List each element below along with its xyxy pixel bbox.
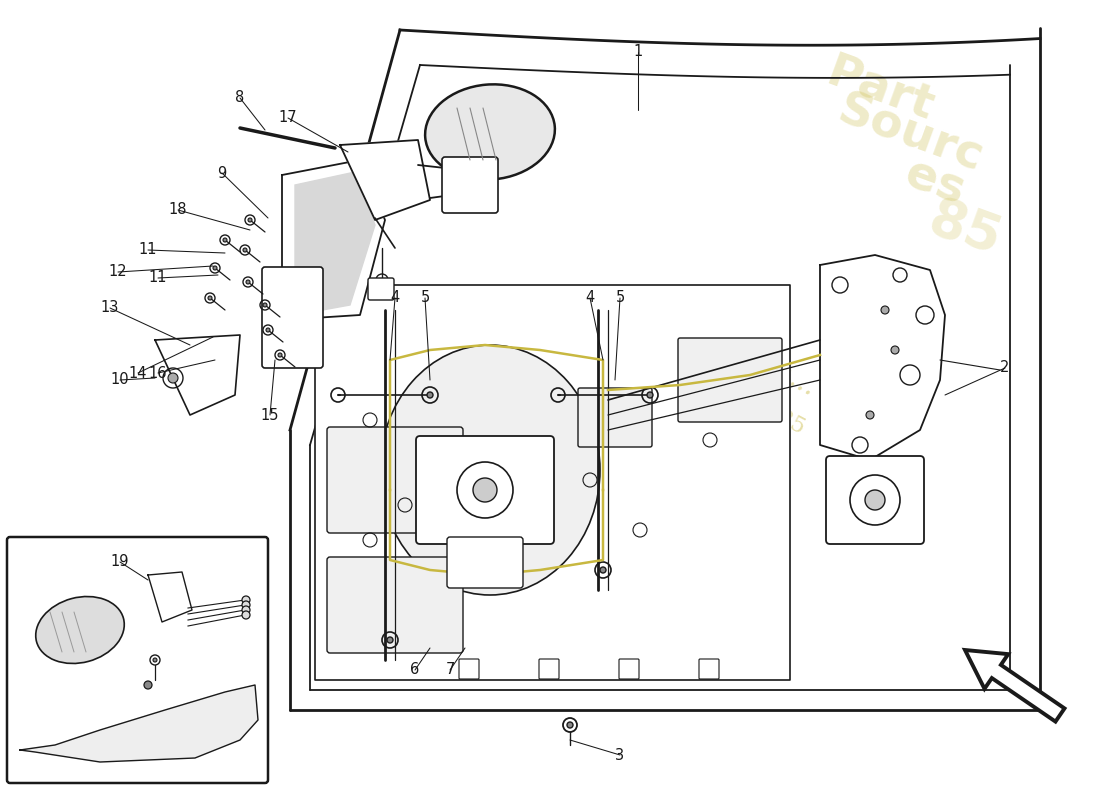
Ellipse shape xyxy=(35,597,124,663)
Text: 5: 5 xyxy=(615,290,625,306)
Text: 14: 14 xyxy=(129,366,147,381)
Polygon shape xyxy=(20,685,258,762)
Circle shape xyxy=(168,373,178,383)
Circle shape xyxy=(647,392,653,398)
Text: 8: 8 xyxy=(235,90,244,106)
Circle shape xyxy=(242,606,250,614)
Circle shape xyxy=(566,722,573,728)
Circle shape xyxy=(246,280,250,284)
FancyBboxPatch shape xyxy=(368,278,394,300)
Text: Part: Part xyxy=(820,50,940,130)
Text: 5: 5 xyxy=(420,290,430,306)
Text: 10: 10 xyxy=(111,373,130,387)
Circle shape xyxy=(387,637,393,643)
Text: 16: 16 xyxy=(148,366,167,381)
FancyBboxPatch shape xyxy=(459,659,478,679)
Text: 2: 2 xyxy=(1000,361,1010,375)
Text: la passion...: la passion... xyxy=(660,299,821,401)
Text: 4: 4 xyxy=(585,290,595,306)
Text: 19: 19 xyxy=(111,554,130,570)
Text: 6: 6 xyxy=(410,662,419,678)
Circle shape xyxy=(213,266,217,270)
Circle shape xyxy=(248,218,252,222)
Text: 11: 11 xyxy=(148,270,167,286)
Circle shape xyxy=(223,238,227,242)
Text: es: es xyxy=(899,151,971,214)
Circle shape xyxy=(208,296,212,300)
Circle shape xyxy=(600,567,606,573)
Polygon shape xyxy=(148,572,192,622)
Circle shape xyxy=(881,306,889,314)
Text: 85: 85 xyxy=(922,193,1009,267)
Circle shape xyxy=(278,353,282,357)
FancyArrow shape xyxy=(965,650,1065,722)
FancyBboxPatch shape xyxy=(447,537,522,588)
Text: 17: 17 xyxy=(278,110,297,126)
Polygon shape xyxy=(295,172,375,315)
Circle shape xyxy=(427,392,433,398)
FancyBboxPatch shape xyxy=(442,157,498,213)
FancyBboxPatch shape xyxy=(826,456,924,544)
Circle shape xyxy=(153,658,157,662)
Polygon shape xyxy=(340,140,430,220)
Circle shape xyxy=(242,611,250,619)
Circle shape xyxy=(473,478,497,502)
Circle shape xyxy=(243,248,248,252)
Circle shape xyxy=(866,411,874,419)
Ellipse shape xyxy=(379,345,600,595)
Text: 1: 1 xyxy=(634,45,642,59)
Text: 7: 7 xyxy=(446,662,454,678)
Text: 18: 18 xyxy=(168,202,187,218)
Text: 13: 13 xyxy=(101,301,119,315)
FancyBboxPatch shape xyxy=(327,427,463,533)
Polygon shape xyxy=(282,160,385,320)
Circle shape xyxy=(266,328,270,332)
FancyBboxPatch shape xyxy=(262,267,323,368)
Text: 11: 11 xyxy=(139,242,157,258)
Circle shape xyxy=(891,346,899,354)
Ellipse shape xyxy=(425,84,554,180)
Text: 12: 12 xyxy=(109,265,128,279)
Circle shape xyxy=(865,490,886,510)
Circle shape xyxy=(242,596,250,604)
FancyBboxPatch shape xyxy=(578,388,652,447)
FancyBboxPatch shape xyxy=(327,557,463,653)
FancyBboxPatch shape xyxy=(619,659,639,679)
FancyBboxPatch shape xyxy=(7,537,268,783)
Text: since 1985: since 1985 xyxy=(691,362,808,438)
FancyBboxPatch shape xyxy=(678,338,782,422)
Polygon shape xyxy=(315,285,790,680)
Text: Sourc: Sourc xyxy=(832,88,989,182)
Text: 4: 4 xyxy=(390,290,399,306)
FancyBboxPatch shape xyxy=(416,436,554,544)
Text: 15: 15 xyxy=(261,407,279,422)
Circle shape xyxy=(263,303,267,307)
FancyBboxPatch shape xyxy=(698,659,719,679)
Text: 9: 9 xyxy=(218,166,227,181)
Polygon shape xyxy=(155,335,240,415)
FancyBboxPatch shape xyxy=(539,659,559,679)
Polygon shape xyxy=(820,255,945,460)
Circle shape xyxy=(242,601,250,609)
Circle shape xyxy=(144,681,152,689)
Text: 3: 3 xyxy=(615,747,625,762)
